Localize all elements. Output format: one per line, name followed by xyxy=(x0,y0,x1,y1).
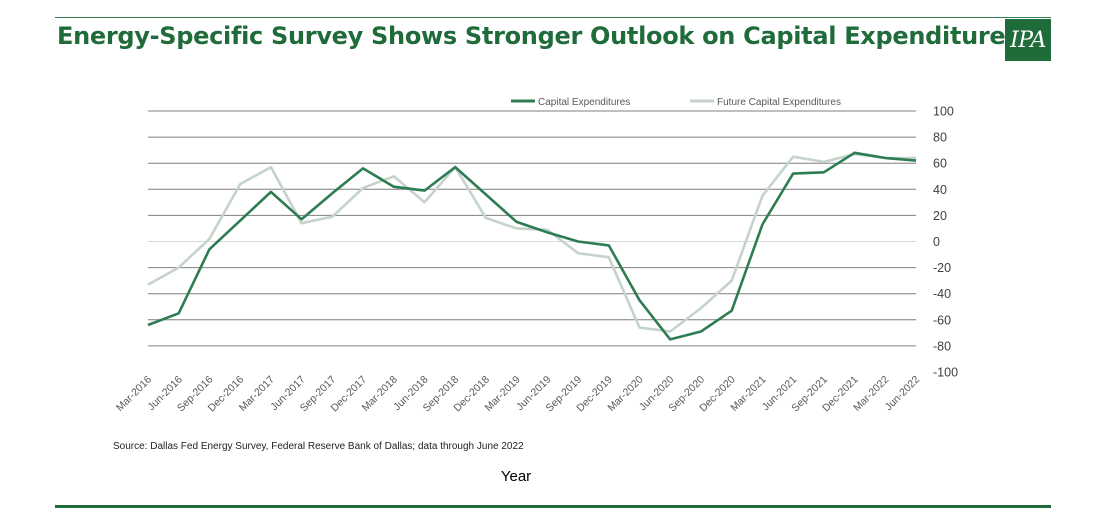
y-tick-label: -40 xyxy=(933,287,951,301)
y-tick-label: 40 xyxy=(933,183,947,197)
legend-label-future-capital-expenditures: Future Capital Expenditures xyxy=(717,97,841,108)
chart-title: Energy-Specific Survey Shows Stronger Ou… xyxy=(57,22,1020,50)
y-tick-label: 60 xyxy=(933,157,947,171)
y-tick-label: 100 xyxy=(933,105,954,119)
bottom-rule xyxy=(55,505,1051,508)
legend: Capital Expenditures Future Capital Expe… xyxy=(511,97,841,108)
source-note: Source: Dallas Fed Energy Survey, Federa… xyxy=(113,441,524,452)
y-tick-label: -60 xyxy=(933,313,951,327)
y-tick-label: -20 xyxy=(933,261,951,275)
ipa-logo: IPA xyxy=(1005,19,1051,61)
x-axis-title: Year xyxy=(500,468,532,485)
y-tick-label: 80 xyxy=(933,131,947,145)
y-axis-ticks: 100 80 60 40 20 0 -20 -40 -60 -80 -100 xyxy=(933,105,958,380)
top-rule xyxy=(55,17,1051,18)
y-tick-label: 0 xyxy=(933,235,940,249)
series-line-capital-expenditures xyxy=(147,151,917,341)
gridlines xyxy=(148,110,916,347)
y-tick-label: -80 xyxy=(933,339,951,353)
y-tick-label: -100 xyxy=(933,366,958,380)
y-tick-label: 20 xyxy=(933,209,947,223)
x-axis-ticks: Mar-2016Jun-2016Sep-2016Dec-2016Mar-2017… xyxy=(114,374,922,415)
legend-label-capital-expenditures: Capital Expenditures xyxy=(538,97,630,108)
series-lines xyxy=(147,151,917,341)
series-line-future-capital-expenditures xyxy=(147,152,916,333)
